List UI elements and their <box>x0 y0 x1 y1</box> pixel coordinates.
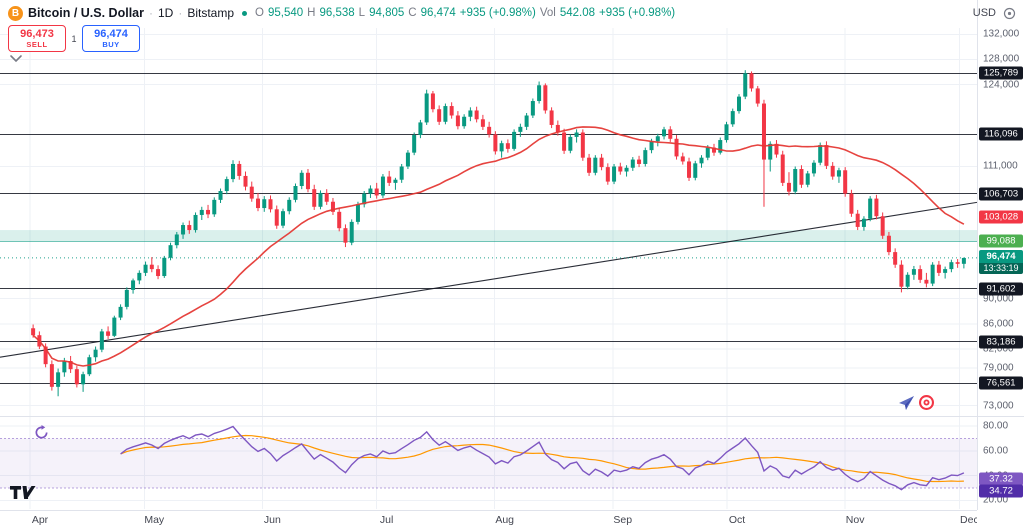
chevron-down-icon[interactable] <box>9 54 23 64</box>
price-level-badge: 125,789 <box>979 66 1023 80</box>
buy-button[interactable]: 96,474 BUY <box>82 25 140 52</box>
volume-value: 542.08 <box>559 7 596 19</box>
price-tick-label: 124,000 <box>983 79 1020 91</box>
low-label: L <box>358 7 366 19</box>
indicator-icon[interactable] <box>34 425 49 440</box>
open-label: O <box>255 7 264 19</box>
chart-header: B Bitcoin / U.S. Dollar · 1D · Bitstamp … <box>0 0 1024 26</box>
chart-stickers <box>898 394 935 411</box>
price-tick-label: 86,000 <box>983 318 1014 330</box>
bar-countdown: 13:33:19 <box>979 262 1023 274</box>
trade-panel: 96,473 SELL 1 96,474 BUY <box>8 25 140 52</box>
ohlc-readout: O 95,540 H 96,538 L 94,805 C 96,474 +935 (+0… <box>255 7 675 19</box>
paper-plane-sticker-icon[interactable] <box>898 394 915 411</box>
osc-tick-label: 20.00 <box>983 494 1009 506</box>
open-value: 95,540 <box>267 7 304 19</box>
price-tick-label: 90,000 <box>983 293 1014 305</box>
time-axis-label: Oct <box>728 514 746 526</box>
buy-price: 96,474 <box>94 28 128 40</box>
close-value: 96,474 <box>420 7 456 19</box>
separator-dot: · <box>178 6 183 20</box>
price-scale[interactable]: 132,000 128,000 124,000 111,000 90,000 86,000… <box>977 0 1024 510</box>
price-tick-label: 111,000 <box>983 160 1018 172</box>
exchange-label[interactable]: Bitstamp <box>187 6 235 20</box>
time-axis-label: Aug <box>495 514 515 526</box>
lifebuoy-sticker-icon[interactable] <box>918 394 935 411</box>
last-price-badge: 96,474 13:33:19 <box>979 249 1023 274</box>
price-level-badge: 83,186 <box>979 335 1023 349</box>
buy-label: BUY <box>102 40 120 49</box>
high-label: H <box>307 7 316 19</box>
market-status-dot <box>242 10 248 16</box>
tradingview-logo[interactable] <box>10 486 36 502</box>
osc-ma-badge: 34.72 <box>979 484 1023 498</box>
target-icon[interactable] <box>1003 7 1016 20</box>
time-axis-label: Jun <box>263 514 281 526</box>
close-label: C <box>408 7 417 19</box>
high-value: 96,538 <box>319 7 355 19</box>
price-level-badge: 116,096 <box>979 127 1023 141</box>
osc-tick-label: 80.00 <box>983 420 1009 432</box>
price-tick-label: 82,000 <box>983 343 1014 355</box>
price-tick-label: 128,000 <box>983 53 1020 65</box>
low-value: 94,805 <box>369 7 405 19</box>
separator-dot: · <box>149 6 153 20</box>
price-tick-label: 79,000 <box>983 362 1014 374</box>
osc-tick-label: 60.00 <box>983 445 1009 457</box>
sell-button[interactable]: 96,473 SELL <box>8 25 66 52</box>
interval-label[interactable]: 1D <box>158 6 174 20</box>
price-tick-label: 73,000 <box>983 400 1014 412</box>
symbol-title[interactable]: Bitcoin / U.S. Dollar <box>28 6 144 20</box>
ma-value-badge: 103,028 <box>979 210 1023 224</box>
pane-separator[interactable] <box>0 416 1024 417</box>
time-axis[interactable]: Apr May Jun Jul Aug Sep Oct Nov Dec <box>0 510 977 529</box>
time-axis-label: Apr <box>31 514 49 526</box>
price-level-badge: 106,703 <box>979 187 1023 201</box>
volume-change: +935 (+0.98%) <box>599 7 676 19</box>
change-value: +935 (+0.98%) <box>459 7 536 19</box>
price-level-badge: 76,561 <box>979 376 1023 390</box>
time-axis-label: Dec <box>960 514 977 526</box>
price-tick-label: 132,000 <box>983 28 1020 40</box>
osc-value-badge: 37.32 <box>979 472 1023 486</box>
sell-label: SELL <box>26 40 48 49</box>
last-price-value: 96,474 <box>979 249 1023 263</box>
sell-price: 96,473 <box>20 28 54 40</box>
price-level-badge: 91,602 <box>979 282 1023 296</box>
currency-label[interactable]: USD <box>972 7 996 19</box>
time-axis-label: Nov <box>845 514 865 526</box>
spread-value: 1 <box>66 33 82 44</box>
volume-label: Vol <box>539 7 556 19</box>
time-axis-label: Jul <box>379 514 394 526</box>
bitcoin-icon: B <box>8 5 23 21</box>
band-value-badge: 99,088 <box>979 234 1023 248</box>
time-axis-label: May <box>144 514 165 526</box>
time-axis-label: Sep <box>613 514 633 526</box>
